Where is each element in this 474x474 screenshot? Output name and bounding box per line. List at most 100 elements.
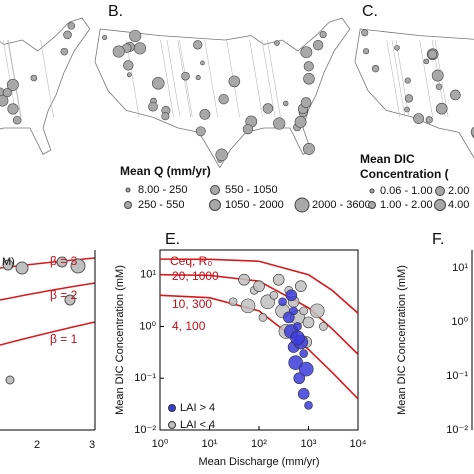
y-tick-label: 10¹ — [140, 269, 156, 281]
site — [102, 34, 108, 41]
curve-header: Ceq, R₀ — [170, 254, 212, 268]
point — [304, 401, 313, 410]
site — [161, 112, 170, 121]
unit: M) — [2, 256, 15, 268]
site — [2, 88, 12, 98]
site — [7, 103, 19, 115]
x-tick-label: 10³ — [301, 438, 317, 450]
x-tick-label: 10⁴ — [350, 438, 367, 450]
point — [293, 322, 302, 331]
y-axis-label: Mean DIC Concentration (mM) — [396, 265, 408, 415]
point — [299, 306, 309, 316]
state-line — [7, 39, 21, 118]
point — [64, 294, 76, 306]
site — [181, 71, 190, 81]
map-outline — [94, 17, 351, 169]
state-line — [267, 39, 281, 118]
legend-symbol — [124, 201, 132, 209]
legend-symbol — [368, 201, 376, 209]
state-line — [419, 39, 433, 118]
y-tick-label: 10¹ — [452, 262, 468, 274]
site — [470, 126, 474, 137]
x-axis-label: Mean Discharge (mm/yr) — [198, 456, 319, 468]
site — [112, 45, 125, 58]
x-tick-label: 3 — [89, 439, 95, 451]
site — [200, 60, 205, 66]
legend-symbol — [168, 404, 176, 412]
x-tick-label: 10⁰ — [152, 438, 169, 450]
point — [70, 258, 86, 274]
state-line — [261, 39, 276, 118]
legend-label: 8.00 - 250 — [138, 184, 188, 196]
site — [425, 116, 433, 124]
point — [15, 261, 29, 275]
map-outline — [354, 28, 474, 159]
site — [312, 40, 324, 51]
y-tick-label: 10⁻¹ — [134, 372, 156, 384]
state-line — [125, 39, 140, 118]
site — [362, 48, 370, 55]
point — [285, 289, 298, 302]
x-tick-label: 10² — [251, 438, 267, 450]
site — [303, 61, 314, 72]
site — [431, 69, 444, 82]
site — [300, 97, 312, 108]
site — [123, 60, 134, 71]
site — [133, 42, 147, 55]
point — [309, 303, 325, 319]
site — [129, 29, 142, 43]
point — [228, 297, 238, 307]
site — [218, 93, 229, 105]
legend-title: Mean DIC — [360, 152, 415, 166]
legend-label: 2000 - 3600 — [312, 199, 371, 211]
site — [274, 40, 280, 46]
site — [12, 115, 22, 125]
site — [67, 22, 76, 30]
panel-label: E. — [165, 231, 180, 248]
site — [215, 148, 228, 162]
point — [293, 372, 306, 385]
site — [423, 58, 430, 65]
site — [228, 75, 241, 88]
point — [269, 290, 279, 300]
curve — [0, 321, 96, 346]
point — [278, 297, 287, 307]
state-line — [40, 39, 54, 118]
state-line — [160, 39, 174, 118]
state-line — [249, 39, 263, 118]
legend-label: 550 - 1050 — [225, 184, 278, 196]
site — [450, 89, 461, 101]
site — [435, 102, 448, 115]
site — [195, 126, 206, 137]
site — [193, 40, 203, 50]
site — [371, 64, 380, 73]
curve-label: 4, 100 — [172, 319, 206, 333]
point — [299, 349, 309, 358]
site — [60, 47, 69, 56]
site — [394, 45, 400, 51]
state-line — [7, 39, 22, 118]
beta-label: β = 1 — [50, 332, 78, 346]
left-panel: M) β = 3 β = 2 β = 1 2 3 — [0, 250, 96, 451]
site — [404, 94, 414, 103]
map-outline — [0, 17, 91, 155]
beta-label: β = 2 — [50, 288, 78, 302]
legend-symbol — [369, 188, 375, 194]
site — [283, 100, 289, 107]
legend-symbol — [168, 421, 176, 429]
site — [361, 29, 369, 37]
panel-label: B. — [108, 3, 123, 20]
curve-label: 20, 1000 — [172, 269, 219, 283]
point — [5, 375, 15, 385]
state-line — [204, 39, 218, 118]
state-line — [395, 39, 410, 118]
point — [56, 256, 68, 268]
plot-area — [160, 258, 358, 410]
site — [273, 117, 286, 130]
y-tick-label: 10⁻¹ — [446, 370, 468, 382]
panel-label: F. — [432, 231, 444, 248]
legend-label: 1.00 - 2.00 — [380, 199, 433, 211]
site — [6, 78, 19, 91]
curve — [0, 282, 96, 301]
